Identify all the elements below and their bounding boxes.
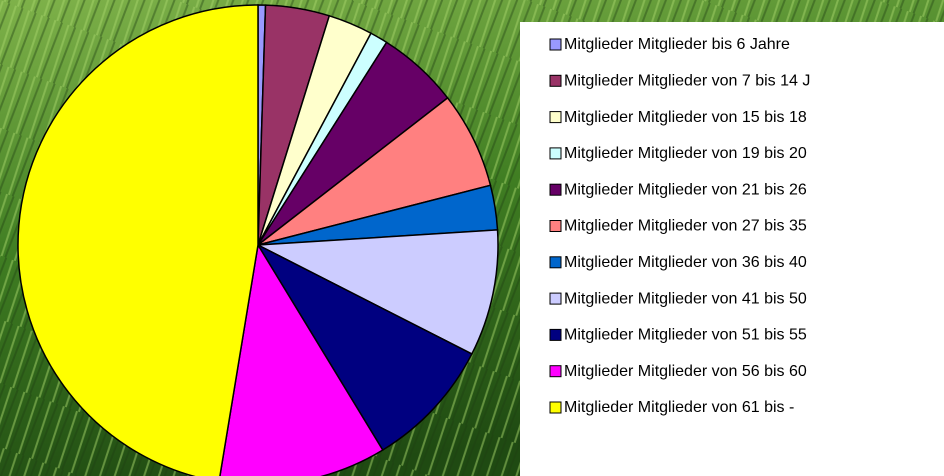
legend-swatch [550,257,561,268]
legend-label: Mitglieder Mitglieder von 21 bis 26 [564,181,807,198]
legend-label: Mitglieder Mitglieder von 51 bis 55 [564,327,807,344]
legend-label: Mitglieder Mitglieder von 7 bis 14 J [564,73,810,90]
legend-label: Mitglieder Mitglieder von 19 bis 20 [564,145,807,162]
legend-swatch [550,329,561,340]
legend-label: Mitglieder Mitglieder von 36 bis 40 [564,254,807,271]
legend-swatch [550,293,561,304]
legend-label: Mitglieder Mitglieder von 15 bis 18 [564,109,807,126]
legend-label: Mitglieder Mitglieder von 61 bis - [564,399,794,416]
legend-label: Mitglieder Mitglieder von 41 bis 50 [564,290,807,307]
legend-swatch [550,221,561,232]
legend-swatch [550,366,561,377]
legend-label: Mitglieder Mitglieder von 56 bis 60 [564,363,807,380]
chart: Mitglieder Mitglieder bis 6 Jahre Mitglie… [0,0,944,476]
legend-swatch [550,184,561,195]
legend-swatch [550,39,561,50]
legend-swatch [550,402,561,413]
legend-label: Mitglieder Mitglieder von 27 bis 35 [564,218,807,235]
legend-swatch [550,148,561,159]
legend-label: Mitglieder Mitglieder bis 6 Jahre [564,36,790,53]
legend-swatch [550,112,561,123]
legend-swatch [550,75,561,86]
